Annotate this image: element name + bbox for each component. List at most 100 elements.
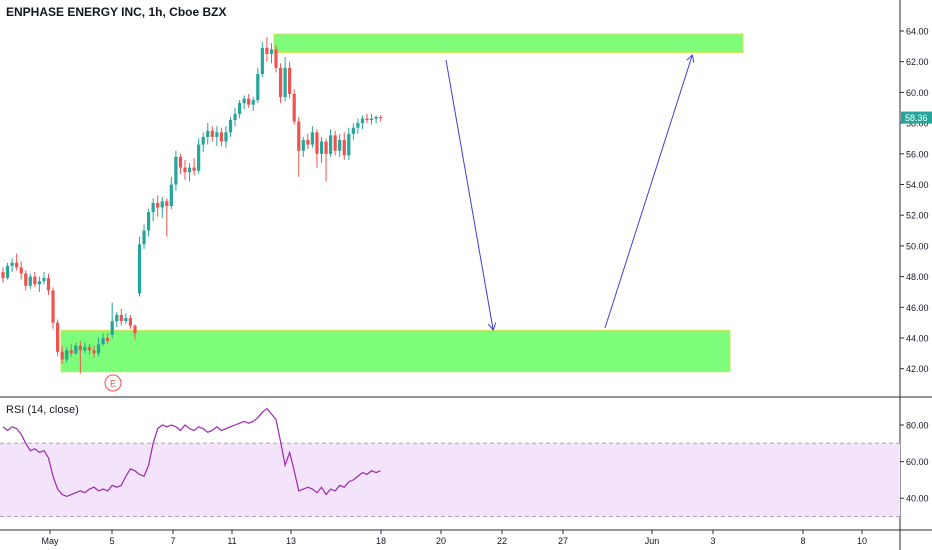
- candle-body: [160, 201, 164, 208]
- candle-body: [356, 123, 360, 128]
- candle-body: [251, 100, 255, 105]
- candle-body: [374, 116, 378, 119]
- candle-body: [101, 338, 105, 345]
- projection-arrow: [604, 56, 692, 329]
- time-tick-label: 22: [497, 536, 507, 546]
- candle-body: [46, 278, 51, 291]
- candle-body: [197, 144, 201, 171]
- candle-body: [219, 132, 223, 142]
- price-tick-label: 54.00: [906, 180, 929, 190]
- candle-body: [65, 350, 69, 360]
- candle-body: [96, 344, 101, 354]
- candle-body: [265, 47, 269, 55]
- candle-body: [319, 141, 324, 154]
- candle-body: [124, 318, 128, 322]
- candle-body: [15, 262, 19, 268]
- candle-body: [306, 139, 310, 145]
- price-tick-label: 42.00: [906, 364, 929, 374]
- price-tick-label: 46.00: [906, 303, 929, 313]
- candle-body: [210, 130, 214, 137]
- candle-body: [260, 47, 264, 74]
- last-price-badge: [901, 111, 932, 124]
- axes: 64.00 62.00 60.00 58.00 56.00 54.00 52.00 50.00…: [41, 27, 932, 546]
- candle-body: [315, 132, 319, 154]
- candle-body: [92, 350, 96, 354]
- price-tick-label: 62.00: [906, 57, 929, 67]
- candle-body: [60, 351, 64, 360]
- candle-body: [324, 141, 328, 154]
- candle-body: [233, 113, 237, 121]
- arrows: [445, 56, 692, 329]
- candle-body: [128, 318, 132, 326]
- projection-arrow: [445, 59, 493, 329]
- candle-body: [228, 120, 233, 133]
- candle-body: [106, 338, 110, 342]
- time-tick-label: 11: [227, 536, 236, 546]
- candle-body: [165, 201, 169, 206]
- time-tick-label: 7: [170, 536, 175, 546]
- candle-body: [87, 347, 92, 351]
- candle-body: [256, 73, 260, 101]
- candle-body: [5, 265, 10, 279]
- candle-body: [192, 167, 196, 171]
- candle-body: [151, 202, 155, 213]
- candle-body: [83, 347, 87, 351]
- candle-body: [347, 133, 351, 156]
- candles: [1, 37, 383, 374]
- rsi-tick-label: 80.00: [906, 421, 929, 431]
- candle-body: [156, 202, 160, 208]
- time-tick-label: 18: [376, 536, 386, 546]
- candle-body: [224, 132, 228, 142]
- price-tick-label: 64.00: [906, 27, 929, 37]
- candle-body: [342, 139, 346, 156]
- earnings-marker-label: E: [110, 379, 116, 389]
- time-tick-label: 20: [436, 536, 446, 546]
- candle-body: [360, 118, 365, 124]
- candle-body: [201, 136, 205, 145]
- candle-body: [274, 49, 278, 68]
- candle-body: [147, 212, 151, 231]
- candle-body: [1, 271, 5, 279]
- candle-body: [183, 167, 187, 173]
- rsi-pane: [0, 407, 900, 517]
- candle-body: [242, 98, 246, 104]
- rsi-line: [2, 407, 381, 498]
- time-tick-label: 3: [710, 536, 715, 546]
- candle-body: [338, 139, 342, 151]
- time-tick-label: 27: [558, 536, 568, 546]
- candle-body: [288, 67, 292, 94]
- candle-body: [24, 273, 28, 286]
- candle-body: [369, 118, 374, 121]
- candle-body: [292, 93, 296, 122]
- candle-body: [51, 290, 55, 323]
- rsi-title: RSI (14, close): [6, 404, 79, 416]
- rsi-tick-label: 60.00: [906, 457, 929, 467]
- candle-body: [142, 230, 146, 245]
- rsi-tick-label: 40.00: [906, 494, 929, 504]
- candle-body: [42, 278, 46, 282]
- candle-body: [10, 262, 14, 266]
- price-tick-label: 50.00: [906, 241, 929, 251]
- price-tick-label: 44.00: [906, 334, 929, 344]
- candle-body: [278, 67, 283, 98]
- candle-body: [137, 244, 142, 294]
- candle-body: [74, 345, 78, 354]
- candle-body: [115, 314, 119, 322]
- candle-body: [28, 276, 32, 286]
- candle-body: [119, 314, 123, 322]
- candle-body: [174, 156, 178, 185]
- candle-body: [379, 116, 383, 118]
- candle-body: [215, 132, 219, 137]
- candle-body: [351, 127, 355, 134]
- candle-body: [133, 325, 137, 334]
- candle-body: [19, 267, 23, 274]
- candle-body: [187, 167, 192, 173]
- chart-title: ENPHASE ENERGY INC, 1h, Cboe BZX: [6, 5, 227, 19]
- candle-body: [333, 135, 337, 151]
- candle-body: [33, 276, 37, 285]
- support-resistance-zone: [60, 329, 731, 373]
- price-tick-label: 56.00: [906, 149, 929, 159]
- candle-body: [329, 135, 333, 154]
- candle-body: [206, 130, 210, 137]
